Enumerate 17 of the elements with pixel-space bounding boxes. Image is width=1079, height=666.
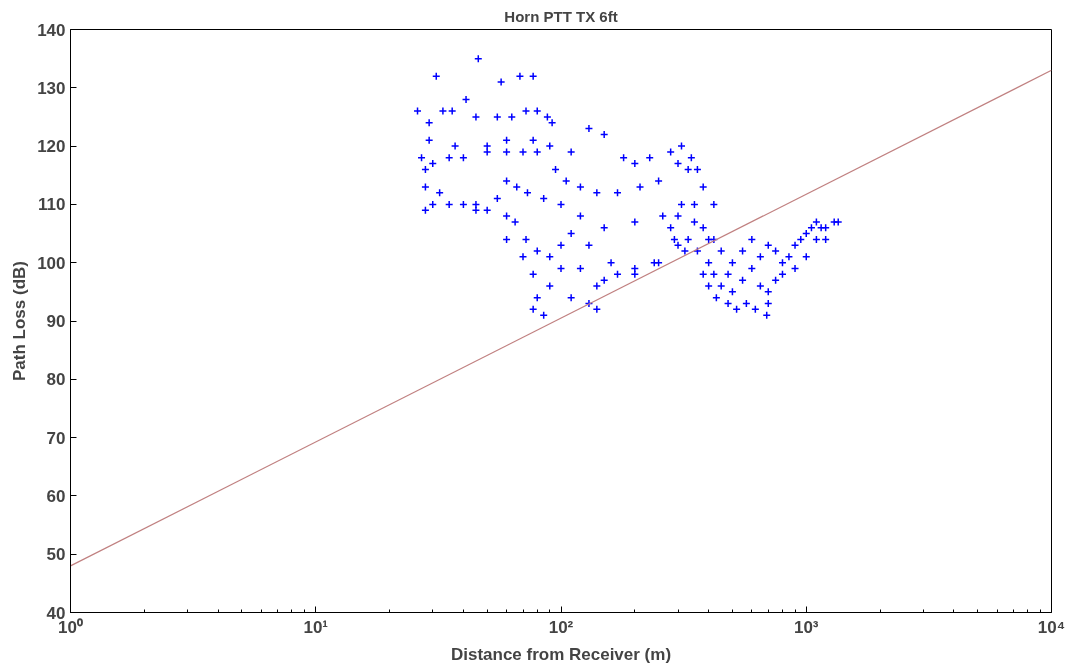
x-tick-label: 10¹ <box>303 617 329 637</box>
y-tick-label: 60 <box>46 486 66 506</box>
y-tick-label: 140 <box>37 20 66 40</box>
y-tick-label: 110 <box>38 195 66 215</box>
y-tick-label: 50 <box>46 545 66 565</box>
x-tick-label: 10² <box>548 617 574 637</box>
y-tick-label: 80 <box>46 370 66 390</box>
y-tick-label: 90 <box>46 312 66 331</box>
x-axis-title: Distance from Receiver (m) <box>450 644 672 664</box>
y-tick-label: 130 <box>37 78 66 98</box>
x-tick-label: 10⁴ <box>1037 617 1066 637</box>
y-tick-label: 120 <box>37 137 66 157</box>
y-tick-label: 100 <box>37 253 66 273</box>
chart-title: Horn PTT TX 6ft <box>504 7 618 25</box>
y-axis-title: Path Loss (dB) <box>10 261 30 381</box>
x-tick-label: 10³ <box>793 617 819 637</box>
y-tick-label: 70 <box>46 428 66 448</box>
